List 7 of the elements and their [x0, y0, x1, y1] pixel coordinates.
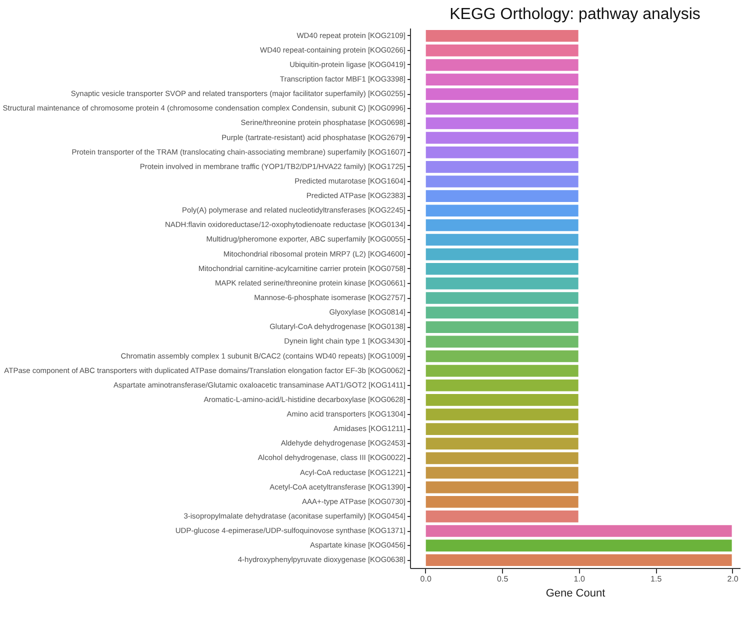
x-tick-label: 0.5 [497, 574, 509, 584]
x-tick-label: 2.0 [727, 574, 739, 584]
chart-title: KEGG Orthology: pathway analysis [450, 6, 700, 23]
x-tick-label: 0.0 [420, 574, 432, 584]
x-tick-label: 1.0 [574, 574, 586, 584]
x-axis-title: Gene Count [546, 588, 606, 600]
x-tick-label: 1.5 [650, 574, 662, 584]
